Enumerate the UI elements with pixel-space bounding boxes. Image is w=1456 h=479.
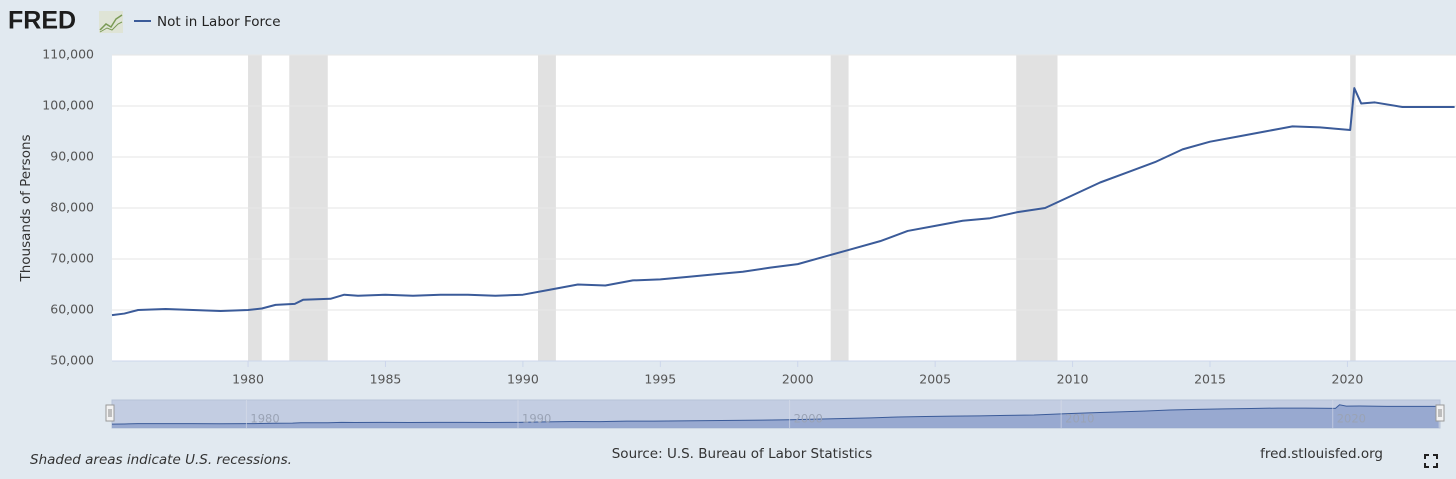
x-tick-label: 2015 [1194,372,1226,387]
navigator-handle[interactable] [105,404,115,422]
y-tick-label: 70,000 [50,251,94,266]
x-tick-label: 2010 [1057,372,1089,387]
x-tick-label: 1995 [644,372,676,387]
navigator-tick-label: 2000 [794,412,823,426]
y-tick-label: 110,000 [42,47,94,62]
series-line [111,87,1455,317]
x-tick-label: 2000 [782,372,814,387]
x-tick-label: 1990 [507,372,539,387]
x-tick-label: 2020 [1332,372,1364,387]
navigator-line [111,404,1439,425]
y-tick-label: 100,000 [42,98,94,113]
y-axis-label: Thousands of Persons [18,134,34,282]
fullscreen-button[interactable] [1424,454,1438,468]
logo: FRED [8,7,76,35]
source-note: Source: U.S. Bureau of Labor Statistics [612,446,873,462]
navigator-tick-label: 1980 [250,412,279,426]
navigator-tick-label: 1990 [522,412,551,426]
legend-label[interactable]: Not in Labor Force [157,14,281,30]
navigator-handle[interactable] [1435,404,1445,422]
recession-note: Shaded areas indicate U.S. recessions. [30,452,292,468]
logo-icon [99,11,123,33]
y-tick-label: 90,000 [50,149,94,164]
y-tick-label: 50,000 [50,353,94,368]
x-tick-label: 1985 [370,372,402,387]
site-link[interactable]: fred.stlouisfed.org [1260,446,1383,462]
navigator-area [112,404,1439,428]
navigator-tick-label: 2010 [1065,412,1094,426]
x-tick-label: 1980 [232,372,264,387]
x-tick-label: 2005 [919,372,951,387]
navigator-tick-label: 2020 [1337,412,1366,426]
y-tick-label: 60,000 [50,302,94,317]
y-tick-label: 80,000 [50,200,94,215]
